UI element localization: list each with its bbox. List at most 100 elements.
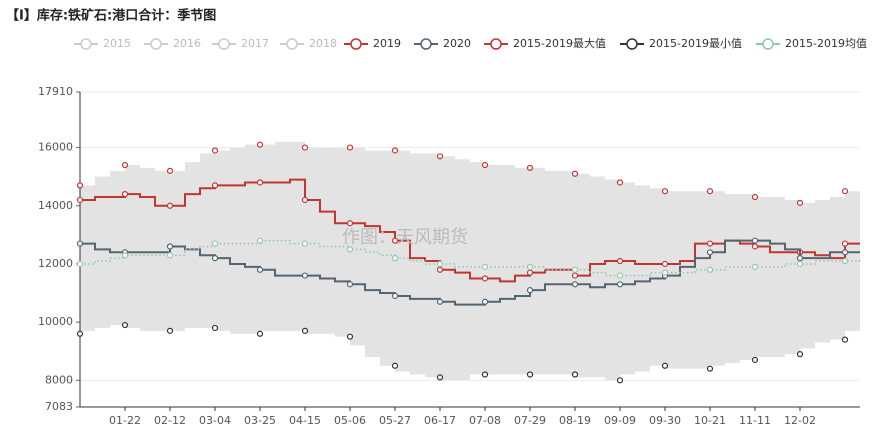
legend-label: 2019 [373,37,401,50]
point [616,377,624,384]
point [526,269,534,276]
x-tick-label: 10-21 [694,414,726,427]
chart-title: 【I】库存:铁矿石:港口合计：季节图 [6,8,216,24]
point [301,327,309,334]
point [301,272,309,279]
legend-item: 2016 [144,37,201,50]
legend-label: 2020 [443,37,471,50]
legend-label: 2015-2019最大值 [513,36,606,50]
point [616,281,624,288]
point [346,333,354,340]
point [616,272,624,279]
point [571,272,579,279]
point [706,240,714,247]
point [436,153,444,160]
legend-label: 2018 [309,37,337,50]
point [481,263,489,270]
legend-marker [80,38,92,50]
point [661,362,669,369]
point [481,298,489,305]
point [121,161,129,169]
point [571,170,579,177]
point [751,193,759,201]
y-tick-label: 8000 [45,373,73,386]
point [751,356,759,364]
x-tick-label: 07-08 [469,414,501,427]
point [841,257,849,265]
plot: 7083 8000 10000 12000 14000 16000 17910 01-22 02… [38,85,861,427]
legend-item: 2015 [74,37,131,50]
legend-label: 2015-2019最小值 [649,37,742,50]
point [391,255,399,262]
point [76,330,84,337]
point [121,321,129,329]
legend-label: 2015-2019均值 [785,37,867,50]
point [211,255,219,262]
legend-marker [150,38,162,50]
point [706,249,714,256]
point [841,188,849,195]
point [616,179,624,186]
point [256,237,264,244]
point [661,260,669,268]
point [571,266,579,273]
legend-item: 2020 [414,37,471,50]
point [166,202,174,209]
x-tick-label: 03-04 [199,414,231,427]
point [391,362,399,369]
y-tick-label: 14000 [38,199,73,212]
band [80,141,860,381]
point [571,281,579,288]
point [751,237,759,244]
y-tick-label: 16000 [38,141,73,154]
point [661,269,669,276]
x-tick-label: 02-12 [154,414,186,427]
legend-item: 2018 [280,37,337,50]
point [346,246,354,253]
x-tick-label: 05-27 [379,414,411,427]
point [76,196,84,204]
x-tick-label: 07-29 [514,414,546,427]
legend-item: 2019 [344,37,401,50]
y-tick-label: 17910 [38,85,73,98]
point [571,371,579,378]
x-tick-label: 04-15 [289,414,321,427]
point [841,336,849,343]
point [751,243,759,250]
point [526,287,534,294]
point [256,266,264,273]
legend-label: 2015 [103,37,131,50]
point [391,237,399,244]
legend-item: 2015-2019最小值 [620,37,742,50]
point [661,188,669,195]
legend-marker [286,38,298,50]
point [301,144,309,151]
point [346,281,354,288]
point [166,327,174,334]
x-tick-label: 09-30 [649,414,681,427]
point [211,240,219,247]
series-line [80,239,861,277]
legend-marker [218,38,230,50]
point [436,374,444,381]
legend-marker [626,38,638,50]
point [211,324,219,332]
x-tick-label: 11-11 [739,414,771,427]
point [841,240,849,247]
legend-marker [490,38,502,50]
point [436,298,444,305]
point [526,263,534,270]
legend-marker [350,38,362,50]
point [166,243,174,250]
point [796,255,804,262]
point [121,191,129,198]
point [796,260,804,268]
x-tick-label: 05-06 [334,414,366,427]
legend-marker [762,38,774,50]
point [796,199,804,206]
point [256,141,264,148]
x-tick-label: 06-17 [424,414,456,427]
x-tick-label: 12-02 [784,414,816,427]
point [706,188,714,195]
legend-item: 2015-2019最大值 [484,36,606,50]
